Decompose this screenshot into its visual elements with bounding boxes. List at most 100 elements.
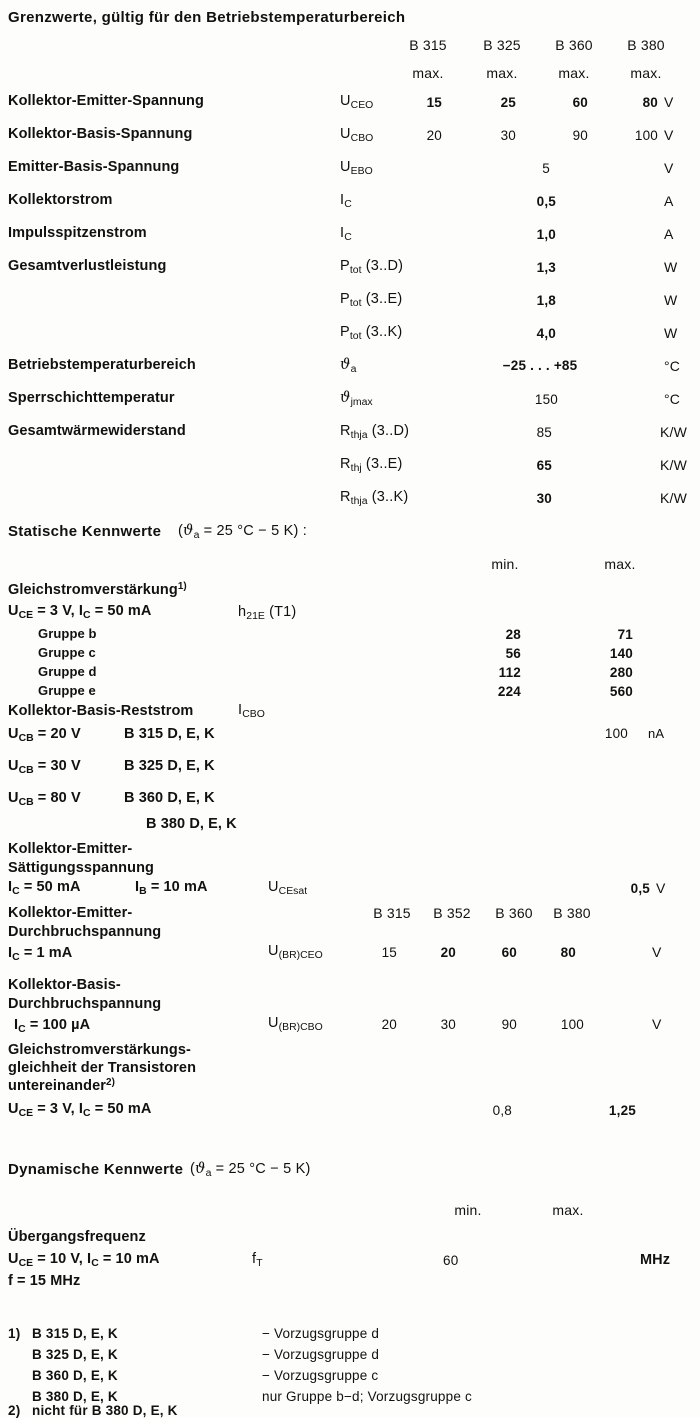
breakdown-ce-value-2: 60	[501, 945, 517, 960]
transit-min-value: 60	[443, 1253, 459, 1268]
gain-group-name: Gruppe c	[38, 645, 96, 660]
gain-group-min: 112	[498, 665, 521, 680]
breakdown-ce-symbol: U(BR)CEO	[268, 943, 323, 962]
transit-condition-line2: f = 15 MHz	[8, 1273, 81, 1289]
limits-unit: K/W	[660, 490, 688, 506]
limits-row-symbol: Ptot (3..K)	[340, 324, 403, 343]
leakage-types: B 325 D, E, K	[124, 758, 215, 774]
dynamic-section-title: Dynamische Kennwerte	[8, 1161, 184, 1178]
breakdown-ce-value-3: 80	[560, 945, 576, 960]
limits-span-value: 65	[536, 458, 552, 473]
limits-section-title: Grenzwerte, gültig für den Betriebstempe…	[8, 9, 406, 26]
leakage-types: B 315 D, E, K	[124, 726, 215, 742]
limits-row-symbol: IC	[340, 225, 352, 244]
breakdown-cb-value-0: 20	[381, 1017, 397, 1032]
gain-group-max: 140	[609, 646, 633, 661]
transit-unit: MHz	[640, 1252, 671, 1268]
limits-col-header-1: B 325	[483, 37, 521, 53]
limits-col-header-0: B 315	[409, 37, 447, 53]
breakdown-ce-col-header-1: B 352	[433, 905, 471, 921]
dynamic-section-condition: (ϑa = 25 °C − 5 K)	[190, 1161, 311, 1180]
limits-span-value: 1,3	[536, 260, 556, 275]
footnote-type: B 325 D, E, K	[32, 1347, 118, 1362]
limits-span-value: 1,0	[536, 227, 556, 242]
transit-condition-line1: UCE = 10 V, IC = 10 mA	[8, 1251, 160, 1270]
static-col-max-header: max.	[604, 556, 636, 572]
static-section-condition: (ϑa = 25 °C − 5 K) :	[178, 523, 307, 542]
gain-group-min: 28	[505, 627, 521, 642]
breakdown-ce-value-0: 15	[381, 945, 397, 960]
dynamic-col-max-header: max.	[552, 1202, 584, 1218]
leakage-condition: UCB = 80 V	[8, 790, 81, 809]
limits-row-label: Gesamtwärmewiderstand	[8, 423, 186, 439]
breakdown-cb-value-2: 90	[501, 1017, 517, 1032]
leakage-condition: UCB = 30 V	[8, 758, 81, 777]
saturation-max-value: 0,5	[630, 881, 650, 896]
leakage-symbol: ICBO	[238, 702, 265, 721]
limits-row-symbol: UCEO	[340, 93, 374, 112]
saturation-condition-ic: IC = 50 mA	[8, 879, 81, 898]
limits-row-symbol: ϑjmax	[340, 390, 373, 409]
gain-group-max: 560	[609, 684, 633, 699]
limits-span-value: 85	[536, 425, 552, 440]
saturation-unit: V	[656, 880, 666, 896]
footnote-type: nicht für B 380 D, E, K	[32, 1403, 178, 1418]
limits-value-0: 15	[426, 95, 442, 110]
breakdown-cb-unit: V	[652, 1016, 662, 1032]
limits-unit: V	[664, 94, 674, 110]
limits-span-value: −25 . . . +85	[502, 358, 578, 373]
limits-value-2: 60	[572, 95, 588, 110]
footnote-note: − Vorzugsgruppe d	[262, 1347, 380, 1362]
leakage-condition: UCB = 20 V	[8, 726, 81, 745]
limits-col-subheader-2: max.	[558, 65, 590, 81]
limits-value-1: 30	[500, 128, 516, 143]
limits-row-label: Kollektor-Basis-Spannung	[8, 126, 193, 142]
limits-row-symbol: UEBO	[340, 159, 373, 178]
breakdown-cb-value-3: 100	[560, 1017, 584, 1032]
limits-row-label: Gesamtverlustleistung	[8, 258, 167, 274]
breakdown-ce-col-header-3: B 380	[553, 905, 591, 921]
limits-unit: A	[664, 226, 674, 242]
limits-span-value: 4,0	[536, 326, 556, 341]
limits-span-value: 150	[534, 392, 558, 407]
limits-row-symbol: Rthj (3..E)	[340, 456, 403, 475]
limits-unit: K/W	[660, 457, 688, 473]
footnote-type: B 315 D, E, K	[32, 1326, 118, 1341]
breakdown-ce-col-header-2: B 360	[495, 905, 533, 921]
footnote-note: − Vorzugsgruppe c	[262, 1368, 379, 1383]
limits-row-symbol: IC	[340, 192, 352, 211]
transit-symbol: fT	[252, 1251, 263, 1270]
limits-row-symbol: Ptot (3..E)	[340, 291, 403, 310]
limits-row-symbol: Rthja (3..D)	[340, 423, 410, 442]
footnote-marker: 1)	[8, 1326, 21, 1341]
gain-label-line1: Gleichstromverstärkung1)	[8, 581, 187, 598]
footnote-note: nur Gruppe b−d; Vorzugsgruppe c	[262, 1389, 472, 1404]
breakdown-cb-symbol: U(BR)CBO	[268, 1015, 323, 1034]
matching-label-line1: Gleichstromverstärkungs-	[8, 1042, 191, 1058]
breakdown-cb-label-line2: Durchbruchspannung	[8, 996, 162, 1012]
limits-unit: A	[664, 193, 674, 209]
limits-row-label: Kollektor-Emitter-Spannung	[8, 93, 204, 109]
limits-unit: °C	[664, 391, 681, 407]
breakdown-cb-value-1: 30	[440, 1017, 456, 1032]
footnote-note: − Vorzugsgruppe d	[262, 1326, 380, 1341]
breakdown-ce-value-1: 20	[440, 945, 456, 960]
limits-col-subheader-3: max.	[630, 65, 662, 81]
saturation-label-line2: Sättigungsspannung	[8, 860, 154, 876]
breakdown-ce-unit: V	[652, 944, 662, 960]
footnote-type: B 360 D, E, K	[32, 1368, 118, 1383]
limits-value-0: 20	[426, 128, 442, 143]
gain-condition: UCE = 3 V, IC = 50 mA	[8, 603, 152, 622]
limits-span-value: 30	[536, 491, 552, 506]
dynamic-col-min-header: min.	[454, 1202, 482, 1218]
leakage-types: B 380 D, E, K	[146, 816, 237, 832]
limits-row-label: Impulsspitzenstrom	[8, 225, 147, 241]
gain-group-name: Gruppe d	[38, 664, 97, 679]
limits-col-subheader-1: max.	[486, 65, 518, 81]
gain-group-min: 224	[497, 684, 521, 699]
matching-label-line3: untereinander2)	[8, 1077, 115, 1094]
limits-col-header-2: B 360	[555, 37, 593, 53]
limits-unit: W	[664, 292, 678, 308]
limits-unit: °C	[664, 358, 681, 374]
breakdown-ce-condition: IC = 1 mA	[8, 945, 73, 964]
